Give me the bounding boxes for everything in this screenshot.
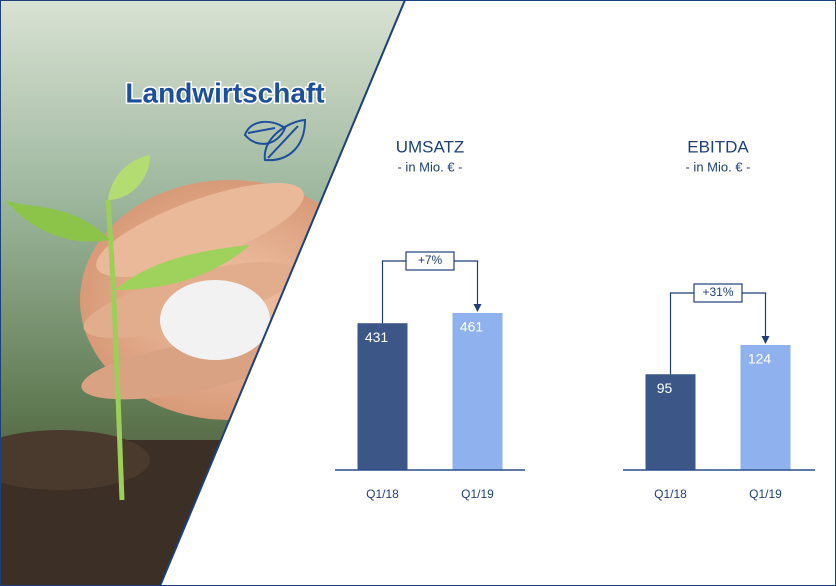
value-label: 461 <box>460 319 484 335</box>
annotation-box <box>405 251 455 271</box>
chart-subtitle: - in Mio. € - <box>397 159 462 174</box>
bar <box>645 374 696 470</box>
bar <box>452 313 503 470</box>
chart-title: UMSATZ <box>396 137 465 156</box>
chart-subtitle: - in Mio. € - <box>685 159 750 174</box>
annotation-box <box>693 283 743 303</box>
arrow-head <box>761 336 770 344</box>
value-label: 124 <box>748 351 772 367</box>
arrow-head <box>473 304 482 312</box>
page-title: Landwirtschaft <box>125 77 324 108</box>
diagonal <box>159 0 406 586</box>
annotation: +31% <box>702 285 733 299</box>
value-label: 431 <box>365 329 389 345</box>
chart-title: EBITDA <box>687 137 749 156</box>
leaf-icon <box>243 118 307 162</box>
x-tick-label: Q1/19 <box>461 487 494 501</box>
bar <box>357 323 408 470</box>
x-tick-label: Q1/19 <box>749 487 782 501</box>
bar <box>740 345 791 470</box>
x-tick-label: Q1/18 <box>654 487 687 501</box>
x-tick-label: Q1/18 <box>366 487 399 501</box>
value-label: 95 <box>657 380 673 396</box>
annotation: +7% <box>418 253 443 267</box>
